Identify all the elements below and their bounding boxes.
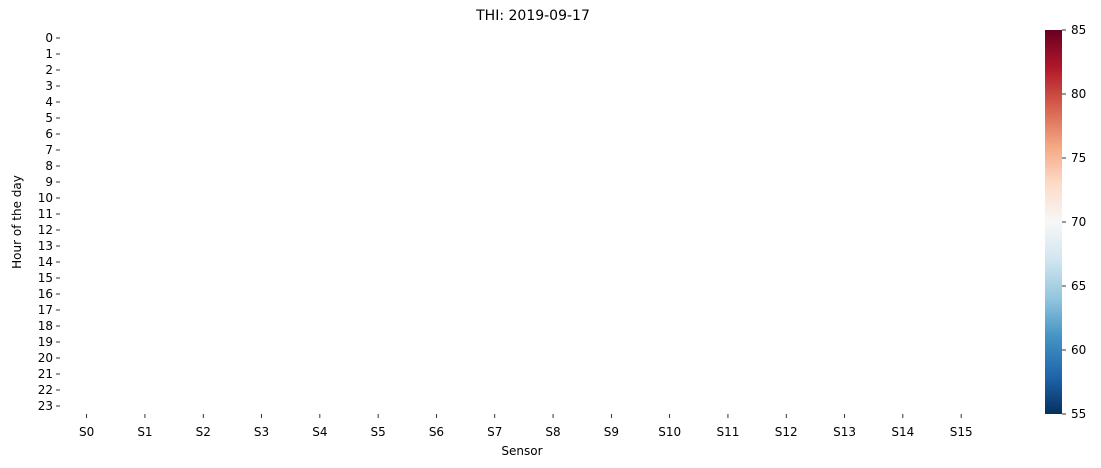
- x-axis-label: Sensor: [501, 444, 542, 458]
- y-tick-label: 17: [38, 303, 53, 317]
- y-tick-label: 0: [45, 31, 53, 45]
- y-tick-label: 1: [45, 47, 53, 61]
- y-tick-label: 20: [38, 351, 53, 365]
- heatmap-area: [60, 30, 1045, 414]
- x-tick-label: S6: [429, 425, 444, 439]
- y-tick-label: 5: [45, 111, 53, 125]
- y-tick-label: 23: [38, 399, 53, 413]
- x-tick-label: S12: [775, 425, 798, 439]
- y-tick-label: 22: [38, 383, 53, 397]
- chart-title: THI: 2019-09-17: [475, 8, 590, 24]
- colorbar-tick-label: 80: [1071, 87, 1086, 101]
- x-tick-label: S9: [604, 425, 619, 439]
- y-tick-label: 6: [45, 127, 53, 141]
- colorbar-tick-label: 85: [1071, 23, 1086, 37]
- y-tick-label: 19: [38, 335, 53, 349]
- y-axis-label: Hour of the day: [10, 175, 24, 269]
- colorbar: [1045, 30, 1062, 414]
- y-tick-label: 10: [38, 191, 53, 205]
- x-axis-ticks: S0 S1 S2 S3 S4 S5 S6 S7 S8 S9 S10 S11 S12 S13 S14 S15: [79, 414, 973, 439]
- x-tick-label: S1: [137, 425, 152, 439]
- y-tick-label: 14: [38, 255, 53, 269]
- y-tick-label: 16: [38, 287, 53, 301]
- colorbar-tick-label: 55: [1071, 407, 1086, 421]
- y-tick-label: 13: [38, 239, 53, 253]
- y-tick-label: 15: [38, 271, 53, 285]
- x-tick-label: S7: [487, 425, 502, 439]
- x-tick-label: S11: [717, 425, 740, 439]
- x-tick-label: S14: [891, 425, 914, 439]
- colorbar-tick-label: 60: [1071, 343, 1086, 357]
- colorbar-tick-label: 75: [1071, 151, 1086, 165]
- x-tick-label: S3: [254, 425, 269, 439]
- y-tick-label: 11: [38, 207, 53, 221]
- x-tick-label: S8: [545, 425, 560, 439]
- y-tick-label: 3: [45, 79, 53, 93]
- x-tick-label: S0: [79, 425, 94, 439]
- y-tick-label: 12: [38, 223, 53, 237]
- colorbar-ticks: 55 60 65 70 75 80 85: [1062, 23, 1086, 421]
- x-tick-label: S2: [196, 425, 211, 439]
- y-tick-label: 4: [45, 95, 53, 109]
- x-tick-label: S13: [833, 425, 856, 439]
- x-tick-label: S15: [950, 425, 973, 439]
- y-tick-label: 21: [38, 367, 53, 381]
- colorbar-tick-label: 65: [1071, 279, 1086, 293]
- colorbar-tick-label: 70: [1071, 215, 1086, 229]
- x-tick-label: S5: [371, 425, 386, 439]
- y-tick-label: 18: [38, 319, 53, 333]
- y-tick-label: 2: [45, 63, 53, 77]
- x-tick-label: S4: [312, 425, 327, 439]
- x-tick-label: S10: [658, 425, 681, 439]
- y-tick-label: 8: [45, 159, 53, 173]
- y-tick-label: 7: [45, 143, 53, 157]
- y-tick-label: 9: [45, 175, 53, 189]
